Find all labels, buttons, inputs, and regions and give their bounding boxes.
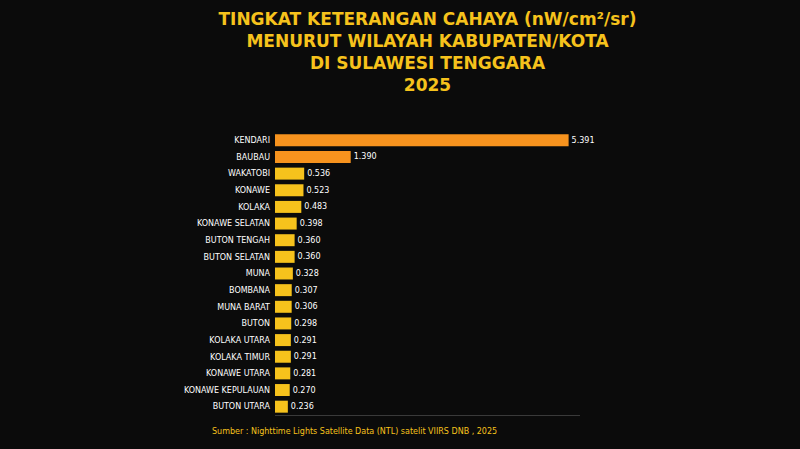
svg-text:0.398: 0.398 (300, 219, 323, 228)
svg-text:0.291: 0.291 (294, 336, 317, 345)
svg-text:BUTON TENGAH: BUTON TENGAH (205, 236, 270, 245)
svg-text:0.523: 0.523 (306, 186, 329, 195)
svg-text:0.281: 0.281 (293, 369, 316, 378)
svg-text:MUNA BARAT: MUNA BARAT (217, 303, 270, 312)
svg-text:KONAWE: KONAWE (235, 186, 270, 195)
svg-text:0.536: 0.536 (307, 169, 330, 178)
svg-text:0.270: 0.270 (293, 386, 316, 395)
svg-text:0.360: 0.360 (298, 252, 321, 261)
svg-text:WAKATOBI: WAKATOBI (228, 169, 270, 178)
svg-text:KOLAKA TIMUR: KOLAKA TIMUR (210, 353, 270, 362)
svg-text:0.291: 0.291 (294, 352, 317, 361)
svg-text:MUNA: MUNA (246, 269, 271, 278)
svg-text:KOLAKA UTARA: KOLAKA UTARA (209, 336, 270, 345)
svg-text:BUTON SELATAN: BUTON SELATAN (204, 253, 270, 262)
svg-text:BUTON UTARA: BUTON UTARA (213, 402, 271, 411)
svg-text:Sumber : Nighttime Lights Sate: Sumber : Nighttime Lights Satellite Data… (212, 427, 497, 436)
svg-text:BOMBANA: BOMBANA (229, 286, 270, 295)
svg-text:0.306: 0.306 (295, 302, 318, 311)
svg-text:0.307: 0.307 (295, 286, 318, 295)
svg-text:TINGKAT KETERANGAN CAHAYA (nW/: TINGKAT KETERANGAN CAHAYA (nW/cm²/sr)MEN… (218, 9, 636, 95)
svg-text:KONAWE UTARA: KONAWE UTARA (206, 369, 270, 378)
svg-text:BAUBAU: BAUBAU (236, 153, 270, 162)
svg-text:KONAWE SELATAN: KONAWE SELATAN (197, 219, 270, 228)
svg-text:0.360: 0.360 (298, 236, 321, 245)
svg-text:KONAWE KEPULAUAN: KONAWE KEPULAUAN (184, 386, 270, 395)
svg-text:0.483: 0.483 (304, 202, 327, 211)
svg-text:5.391: 5.391 (572, 136, 595, 145)
svg-text:0.298: 0.298 (294, 319, 317, 328)
svg-text:0.328: 0.328 (296, 269, 319, 278)
svg-text:KENDARI: KENDARI (234, 136, 270, 145)
svg-text:BUTON: BUTON (241, 319, 270, 328)
svg-text:KOLAKA: KOLAKA (238, 203, 270, 212)
svg-text:1.390: 1.390 (354, 152, 377, 161)
svg-text:0.236: 0.236 (291, 402, 314, 411)
